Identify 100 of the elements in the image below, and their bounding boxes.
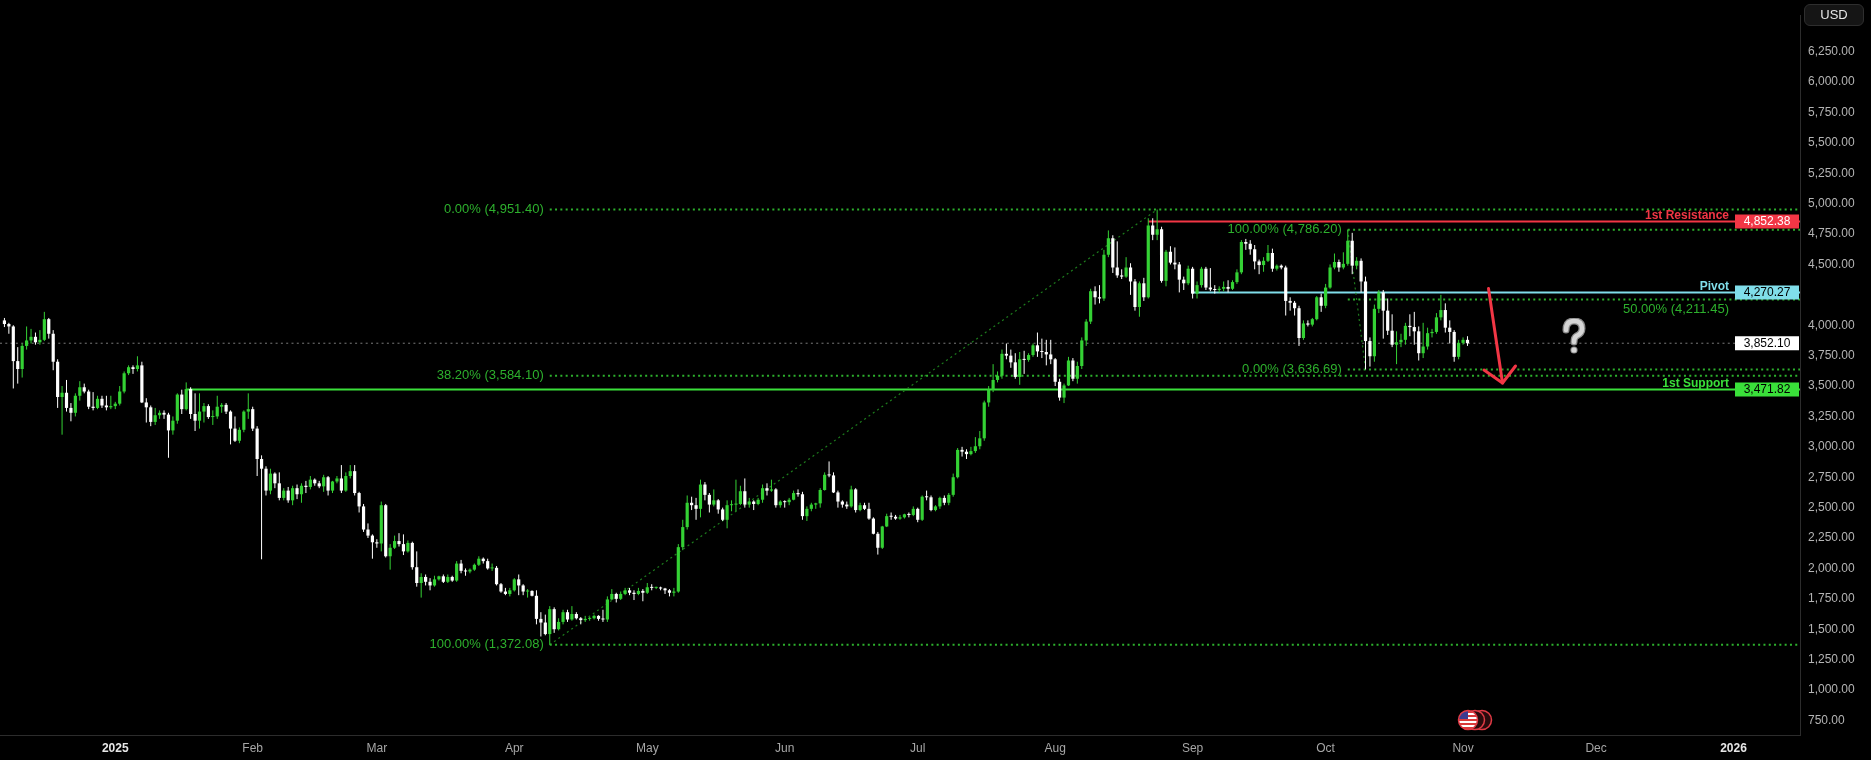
candlestick xyxy=(122,370,126,394)
candlestick xyxy=(326,475,330,496)
candlestick xyxy=(960,446,964,458)
candlestick xyxy=(264,465,268,496)
candlestick xyxy=(978,430,982,450)
candlestick xyxy=(823,471,827,492)
candlestick xyxy=(242,409,246,433)
candlestick xyxy=(743,477,747,509)
candlestick xyxy=(849,485,853,509)
candlestick xyxy=(876,531,880,556)
candlestick xyxy=(1359,257,1363,293)
candlestick xyxy=(197,392,202,430)
candlestick xyxy=(259,454,264,560)
candlestick xyxy=(1381,289,1385,340)
y-tick-label: 6,250.00 xyxy=(1808,43,1856,58)
candlestick xyxy=(1394,330,1399,365)
candlestick xyxy=(827,460,831,478)
candlestick xyxy=(193,392,197,432)
x-tick-label: Oct xyxy=(1316,740,1336,755)
candlestick xyxy=(1124,256,1128,279)
ref-line-label: 3,852.10 xyxy=(1743,336,1791,351)
candlestick xyxy=(459,559,463,574)
candlestick xyxy=(1075,361,1079,385)
candlestick xyxy=(171,415,175,436)
candlestick xyxy=(805,505,809,522)
series-label: 0.00% (4,951.40) xyxy=(444,201,544,217)
candlestick xyxy=(898,514,902,521)
candlestick xyxy=(1315,295,1319,321)
y-tick-label: 1,250.00 xyxy=(1808,651,1856,666)
candlestick xyxy=(20,342,24,379)
series-label: 1st Resistance xyxy=(1644,208,1730,223)
candlestick xyxy=(490,563,494,572)
candlestick xyxy=(1417,325,1421,362)
y-tick-label: 2,000.00 xyxy=(1808,560,1856,575)
data-label: 4,270.27 xyxy=(1743,285,1791,300)
candlestick xyxy=(1368,336,1372,368)
candlestick xyxy=(1257,259,1261,275)
candlestick xyxy=(149,405,153,427)
candlestick xyxy=(25,325,29,351)
series-label: Pivot xyxy=(1699,278,1729,293)
candlestick xyxy=(415,550,419,588)
candlestick xyxy=(1319,293,1323,313)
candlestick xyxy=(361,503,366,533)
candlestick xyxy=(1337,259,1341,273)
candlestick xyxy=(60,385,64,436)
candlestick xyxy=(1306,319,1310,327)
x-tick-label: Jul xyxy=(910,740,926,755)
candlestick xyxy=(1386,298,1390,336)
y-tick-label: 3,750.00 xyxy=(1808,347,1856,362)
y-tick-label: 6,000.00 xyxy=(1808,74,1856,89)
x-tick-label: Dec xyxy=(1585,740,1607,755)
candlestick xyxy=(1142,277,1146,302)
candlestick xyxy=(1151,217,1155,241)
candlestick xyxy=(344,471,348,493)
candlestick xyxy=(707,492,711,513)
y-tick-label: 4,750.00 xyxy=(1808,226,1856,241)
y-tick-label: 4,500.00 xyxy=(1808,256,1856,271)
candlestick xyxy=(1328,263,1332,290)
candlestick xyxy=(1288,296,1292,312)
candlestick xyxy=(1443,302,1447,334)
candlestick xyxy=(907,511,911,518)
y-axis-title: USD xyxy=(1804,4,1864,26)
x-tick-label: Mar xyxy=(366,740,388,755)
y-tick-label: 3,250.00 xyxy=(1808,408,1856,423)
candlestick xyxy=(1128,262,1133,296)
y-tick-label: 1,500.00 xyxy=(1808,621,1856,636)
x-tick-label: May xyxy=(635,740,659,755)
candlestick xyxy=(920,494,924,522)
candlestick xyxy=(1253,244,1257,270)
candlestick xyxy=(251,406,255,432)
y-tick-label: 1,000.00 xyxy=(1808,682,1856,697)
candlestick xyxy=(1000,349,1004,380)
candlestick xyxy=(889,511,893,521)
candlestick xyxy=(734,479,738,512)
candlestick xyxy=(1324,283,1328,309)
x-tick-label: Feb xyxy=(242,740,264,755)
candlestick xyxy=(1439,294,1443,321)
candlestick xyxy=(277,471,281,501)
candlestick xyxy=(228,409,233,445)
candlestick xyxy=(144,397,148,424)
data-label: 4,852.38 xyxy=(1743,214,1791,229)
candlestick xyxy=(1093,285,1097,306)
candlestick xyxy=(335,475,339,484)
candlestick xyxy=(1399,333,1403,348)
candlestick xyxy=(419,572,423,599)
candlestick xyxy=(1084,318,1088,347)
candlestick xyxy=(339,464,343,494)
candlestick xyxy=(455,560,459,583)
candlestick xyxy=(78,380,82,402)
candlestick xyxy=(552,606,556,634)
candlestick xyxy=(246,392,250,420)
candlestick xyxy=(854,487,858,513)
candlestick xyxy=(494,565,499,586)
candlestick xyxy=(694,497,698,521)
candlestick xyxy=(1137,280,1142,318)
candlestick xyxy=(268,468,273,495)
candlestick xyxy=(1177,261,1181,293)
candlestick xyxy=(991,363,995,393)
candlestick xyxy=(1226,279,1230,293)
candlestick xyxy=(233,415,237,443)
